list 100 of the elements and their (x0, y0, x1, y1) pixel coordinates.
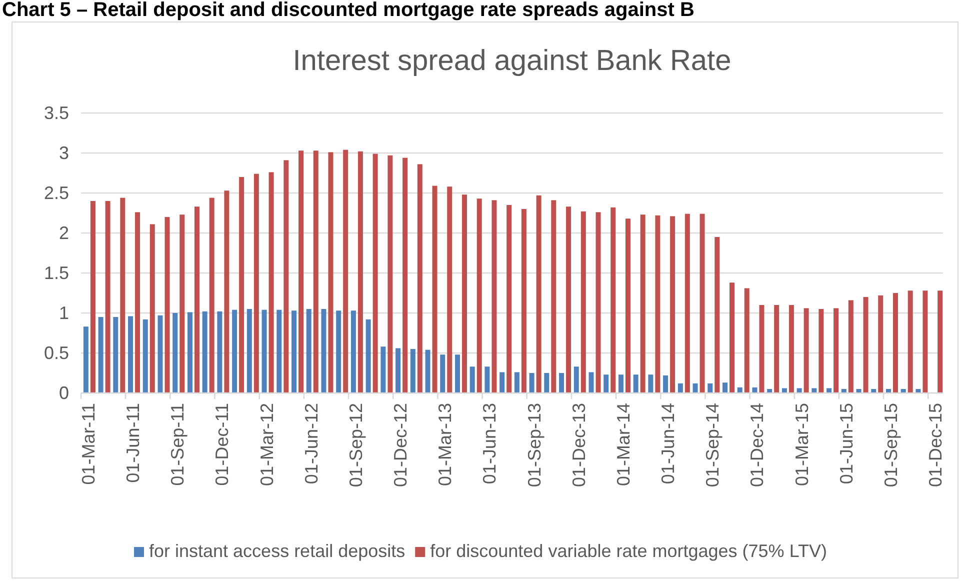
bar (336, 310, 342, 393)
bar (804, 308, 809, 393)
bar (447, 186, 452, 393)
bar (202, 311, 208, 393)
bar (135, 212, 140, 393)
bar (224, 190, 230, 393)
bar (774, 305, 780, 393)
bar (678, 383, 683, 393)
bar (380, 346, 386, 393)
bar (321, 309, 326, 393)
bar (782, 388, 787, 393)
bar (714, 237, 720, 393)
bar (684, 214, 690, 393)
bar (217, 311, 222, 393)
bar (500, 372, 505, 393)
bar (113, 317, 118, 393)
bar (358, 151, 363, 393)
bar (536, 195, 542, 393)
bar (655, 215, 660, 393)
bar (938, 290, 943, 393)
bar (194, 206, 200, 393)
bar (700, 214, 705, 393)
x-tick-label: 01-Mar-11 (78, 403, 98, 485)
bar (142, 319, 148, 393)
bar (788, 305, 794, 393)
bar (388, 155, 393, 393)
bar (313, 150, 318, 393)
x-tick-label: 01-Sep-14 (702, 403, 723, 488)
bar (633, 374, 638, 393)
bar (848, 300, 854, 393)
x-tick-label: 01-Mar-15 (792, 403, 812, 486)
bar (796, 388, 802, 393)
bar (506, 205, 512, 393)
bar (618, 374, 624, 393)
bar (209, 198, 214, 393)
x-tick-label: 01-Jun-14 (658, 403, 678, 484)
bar (164, 217, 170, 393)
y-tick-label: 0.5 (44, 342, 69, 363)
bar (588, 372, 594, 393)
bar (670, 216, 676, 393)
bar (268, 172, 274, 393)
bar (180, 214, 185, 393)
x-tick-label: 01-Dec-13 (568, 403, 589, 488)
bar (83, 326, 88, 393)
bar (730, 282, 734, 393)
x-tick-label: 01-Dec-15 (926, 403, 946, 488)
bar (604, 374, 609, 393)
x-tick-label: 01-Mar-14 (613, 403, 634, 486)
x-tick-label: 01-Sep-12 (346, 403, 366, 488)
x-tick-label: 01-Jun-12 (301, 403, 322, 484)
bar (150, 224, 155, 393)
y-tick-label: 1 (58, 302, 69, 323)
x-tick-label: 01-Sep-13 (524, 403, 544, 488)
bar (372, 154, 378, 393)
y-tick-label: 0 (58, 382, 69, 403)
bar (98, 317, 104, 393)
bar (470, 366, 475, 393)
bar (402, 158, 408, 393)
x-tick-label: 01-Sep-11 (168, 403, 188, 486)
bar (878, 295, 884, 393)
bar (551, 200, 556, 393)
x-tick-label: 01-Jun-11 (123, 403, 144, 483)
bar (432, 186, 438, 393)
legend-label: for discounted variable rate mortgages (75% LTV) (430, 541, 827, 561)
bar (158, 315, 163, 393)
bar (566, 206, 572, 393)
bar (559, 373, 564, 393)
bar (306, 309, 312, 393)
bar (834, 308, 839, 393)
x-tick-label: 01-Jun-15 (836, 403, 856, 484)
x-tick-label: 01-Dec-11 (212, 403, 232, 486)
x-tick-label: 01-Sep-15 (880, 403, 901, 488)
bar (476, 198, 482, 393)
bar (105, 201, 110, 393)
bar (232, 310, 238, 393)
chart-title: Interest spread against Bank Rate (292, 45, 732, 77)
x-tick-label: 01-Mar-13 (435, 403, 456, 486)
x-tick-label: 01-Dec-12 (390, 403, 411, 488)
bar (440, 354, 446, 393)
bar (922, 290, 928, 393)
bar (262, 310, 267, 393)
bar (544, 373, 550, 393)
y-tick-label: 3 (58, 142, 69, 163)
bar (350, 310, 356, 393)
bar (239, 177, 244, 393)
bar (90, 201, 96, 393)
bar (722, 382, 728, 393)
bar (328, 152, 334, 393)
legend-label: for instant access retail deposits (149, 541, 406, 561)
x-tick-label: 01-Mar-12 (256, 403, 277, 486)
bar (254, 174, 259, 393)
bar (640, 214, 646, 393)
bar (425, 350, 430, 393)
bar (610, 207, 616, 393)
bar (818, 309, 824, 393)
bar (246, 309, 252, 393)
bar (708, 383, 713, 393)
bar (892, 293, 898, 393)
bar (172, 313, 178, 393)
bar (529, 373, 534, 393)
